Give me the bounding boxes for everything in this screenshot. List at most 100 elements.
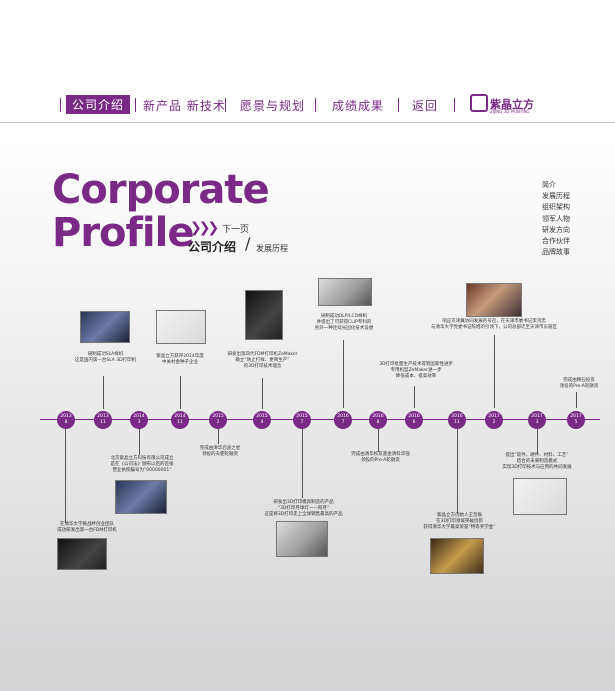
brand-logo-icon [470, 94, 488, 112]
nav-divider [315, 98, 316, 112]
timeline-connector [457, 428, 458, 513]
timeline-connector [576, 392, 577, 408]
award-certificate-photo [156, 310, 206, 344]
next-page-link[interactable]: 下一页 [222, 225, 250, 235]
side-menu: 简介 发展历程 组织架构 领军人物 研发方向 合作伙伴 品牌故事 [542, 180, 570, 258]
timeline-node[interactable]: 2017 3 [528, 411, 546, 429]
node-year: 2017 [488, 414, 500, 419]
node-month: 11 [454, 419, 460, 425]
event-caption: 3D打印批量生产技术得到国家性进步 专用机型ZeMaker进一步 降低成本、提高… [379, 362, 453, 379]
node-month: 8 [376, 419, 380, 425]
node-month: 3 [535, 419, 539, 425]
fdm-printer-photo [245, 290, 283, 340]
timeline-connector [537, 428, 538, 453]
timeline-node[interactable]: 2017 5 [567, 411, 585, 429]
event-caption: 完成由精石投资 领投的Pre-A轮融资 [559, 378, 599, 389]
timeline-connector [65, 428, 66, 523]
nav-item-back[interactable]: 返回 [412, 99, 439, 113]
node-month: 11 [100, 419, 106, 425]
page-title-line2: Profile [52, 210, 194, 256]
event-caption: 研发出第四代FDM打印机ZeMaker 确立“防止打样、更简生产” 的3D打印技… [227, 352, 298, 369]
timeline-connector [180, 376, 181, 409]
timeline-connector [494, 335, 495, 408]
node-year: 2016 [408, 414, 420, 419]
timeline-node[interactable]: 2016 6 [405, 411, 423, 429]
event-caption: 完成由清华启迪之星 领投的天使轮融资 [199, 446, 241, 457]
side-item-intro[interactable]: 简介 [542, 181, 556, 189]
node-month: 6 [412, 419, 416, 425]
node-month: 4 [260, 419, 264, 425]
side-item-rnd[interactable]: 研发方向 [542, 225, 570, 234]
nav-divider [225, 98, 226, 112]
timeline-node[interactable]: 2014 11 [171, 411, 189, 429]
timeline-connector [103, 376, 104, 409]
timeline-connector [139, 428, 140, 455]
node-month: 3 [137, 419, 141, 425]
sla-prototype-photo [80, 311, 130, 343]
node-year: 2014 [174, 414, 186, 419]
header-rule [0, 122, 615, 123]
nav-item-new-products[interactable]: 新产品 新技术 [143, 99, 226, 113]
timeline-node[interactable]: 2017 2 [485, 411, 503, 429]
node-year: 2013 [97, 414, 109, 419]
nav-item-company-profile[interactable]: 公司介绍 [66, 95, 131, 114]
timeline-connector [414, 386, 415, 408]
timeline-node[interactable]: 2016 8 [369, 411, 387, 429]
node-month: 2 [216, 419, 220, 425]
node-year: 2016 [337, 414, 349, 419]
side-item-leaders[interactable]: 领军人物 [542, 214, 570, 223]
side-item-history[interactable]: 发展历程 [542, 192, 570, 201]
timeline-connector [218, 428, 219, 444]
node-month: 2 [492, 419, 496, 425]
side-item-partners[interactable]: 合作伙伴 [542, 237, 570, 246]
leaders-visit-photo [466, 283, 522, 317]
node-year: 2017 [531, 414, 543, 419]
nav-item-achievements[interactable]: 成绩成果 [332, 99, 385, 113]
event-caption: 研制成功DLP/LCD样机 并提出了可获得CLIP专利的 另外一种连续光固化技术… [314, 314, 374, 331]
side-item-brand-story[interactable]: 品牌故事 [542, 248, 570, 257]
dlp-printer-photo [318, 278, 372, 306]
nav-item-vision[interactable]: 愿景与规划 [240, 99, 306, 113]
timeline-node[interactable]: 2013 11 [94, 411, 112, 429]
event-caption: 紫晶立方创始人王哲振 在3D打印领域突破创新 获得清华大学最高荣誉“特等奖学金” [423, 513, 496, 530]
timeline-node[interactable]: 2015 7 [293, 411, 311, 429]
node-year: 2013 [60, 414, 72, 419]
event-caption: 研制成功SLA样机 这是国内第一台SLA 3D打印机 [74, 352, 137, 363]
top-nav: 公司介绍 新产品 新技术 愿景与规划 成绩成果 返回 紫晶立方 ZIJING 3… [60, 94, 570, 116]
moon-lamp-photo [276, 521, 328, 557]
timeline-node[interactable]: 2016 11 [448, 411, 466, 429]
first-fdm-printer-photo [57, 538, 107, 570]
node-year: 2015 [256, 414, 268, 419]
event-caption: 紫晶立方获评2014年度 中关村金种子企业 [156, 354, 204, 365]
timeline-connector [343, 340, 344, 408]
timeline-axis [40, 419, 600, 420]
timeline-connector [262, 378, 263, 409]
timeline-node[interactable]: 2015 2 [209, 411, 227, 429]
node-month: 11 [177, 419, 183, 425]
timeline-node[interactable]: 2015 4 [253, 411, 271, 429]
event-caption: 北京紫晶立方科技有限公司成立 是在《公司法》颁布以后的首张 营业执照编号为“00… [110, 456, 174, 473]
node-month: 8 [64, 419, 68, 425]
timeline-node[interactable]: 2014 3 [130, 411, 148, 429]
event-caption: 在清华大学挑战杯创业团队 成功研发出第一台FDM打印机 [57, 522, 117, 533]
timeline-connector [302, 428, 303, 498]
node-year: 2016 [451, 414, 463, 419]
node-month: 7 [341, 419, 345, 425]
timeline-connector [378, 428, 379, 452]
node-year: 2016 [372, 414, 384, 419]
node-year: 2015 [212, 414, 224, 419]
chevrons-right-icon: ❯❯❯ [190, 220, 219, 236]
section-subtitle-secondary: 发展历程 [256, 244, 288, 253]
timeline-node[interactable]: 2013 8 [57, 411, 75, 429]
side-item-structure[interactable]: 组织架构 [542, 203, 570, 212]
node-month: 5 [574, 419, 578, 425]
page-title-line1: Corporate [52, 167, 270, 213]
nav-divider [454, 98, 455, 112]
subtitle-slash: / [245, 234, 251, 253]
brand-subtitle: ZIJING 3D PRINTING [490, 109, 530, 114]
nav-divider [398, 98, 399, 112]
nav-divider [135, 98, 136, 112]
node-month: 7 [300, 419, 304, 425]
timeline-node[interactable]: 2016 7 [334, 411, 352, 429]
event-caption: 提出“软件、硬件、材料、工艺” 结合的未来制造模式 实现3D打印技术与应用的共同… [502, 453, 572, 470]
